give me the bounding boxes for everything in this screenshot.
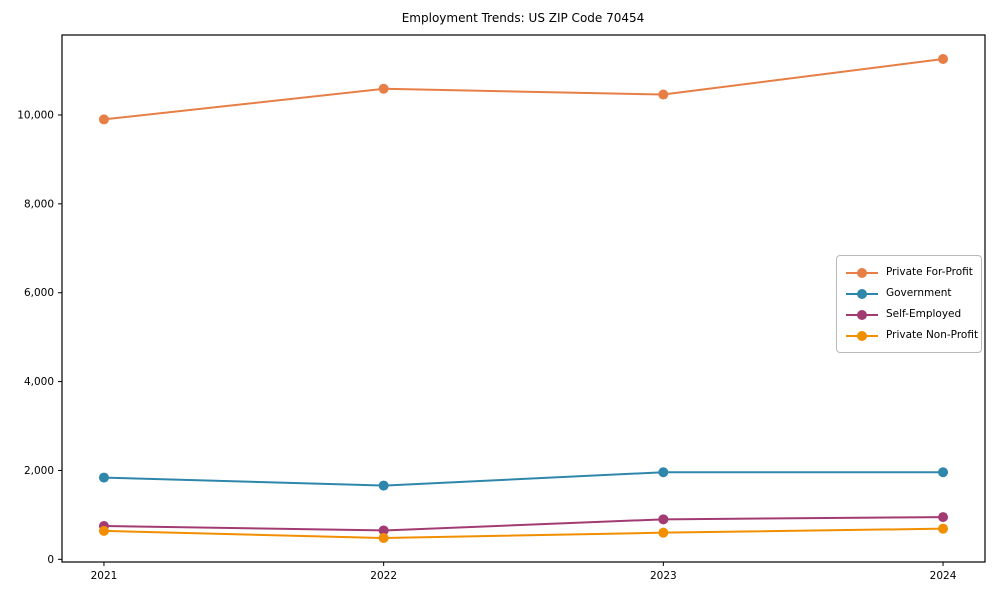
data-point-self-employed (658, 514, 669, 525)
y-tick-label: 8,000 (24, 198, 54, 210)
x-tick-label: 2024 (930, 570, 957, 582)
data-point-private-non-profit (658, 527, 669, 538)
plot-area: 0 2,000 4,000 6,000 8,000 10,000 2021 2022 2023 2… (17, 34, 986, 582)
x-tick-label: 2021 (91, 570, 118, 582)
y-tick-label: 4,000 (24, 376, 54, 388)
legend: Private For-Profit Government Self-Employe… (836, 255, 982, 353)
data-point-government (378, 480, 389, 491)
x-tick-label: 2022 (370, 570, 397, 582)
legend-label: Self-Employed (886, 308, 962, 321)
chart-title: Employment Trends: US ZIP Code 70454 (402, 11, 645, 25)
legend-item: Private Non-Profit (845, 325, 978, 346)
data-point-private-for-profit (658, 89, 669, 100)
legend-label: Government (886, 287, 952, 300)
data-point-private-non-profit (378, 533, 389, 544)
y-tick-label: 6,000 (24, 287, 54, 299)
legend-marker-icon (846, 309, 878, 320)
series-line-private-for-profit (102, 57, 945, 121)
series-line-government (102, 471, 945, 487)
legend-marker-icon (846, 288, 878, 299)
data-point-private-for-profit (98, 114, 109, 125)
legend-item: Self-Employed (845, 304, 973, 325)
legend-marker-icon (846, 267, 878, 278)
y-tick-label: 2,000 (24, 465, 54, 477)
data-point-self-employed (378, 525, 389, 536)
legend-item: Private For-Profit (845, 262, 973, 283)
legend-marker-icon (846, 330, 878, 341)
data-point-private-non-profit (98, 525, 109, 536)
series-line-self-employed (102, 516, 945, 532)
y-tick-label: 10,000 (17, 109, 54, 121)
series-line-private-non-profit (102, 527, 945, 540)
x-tick-label: 2023 (650, 570, 677, 582)
y-tick-label: 0 (47, 554, 54, 566)
legend-label: Private For-Profit (886, 266, 973, 279)
legend-label: Private Non-Profit (886, 329, 979, 342)
data-point-private-for-profit (938, 53, 949, 64)
data-point-government (658, 467, 669, 478)
data-point-government (938, 467, 949, 478)
data-point-private-non-profit (938, 523, 949, 534)
data-point-private-for-profit (378, 83, 389, 94)
data-point-self-employed (938, 512, 949, 523)
legend-item: Government (845, 283, 973, 304)
plot-frame (61, 34, 986, 563)
data-point-government (98, 472, 109, 483)
